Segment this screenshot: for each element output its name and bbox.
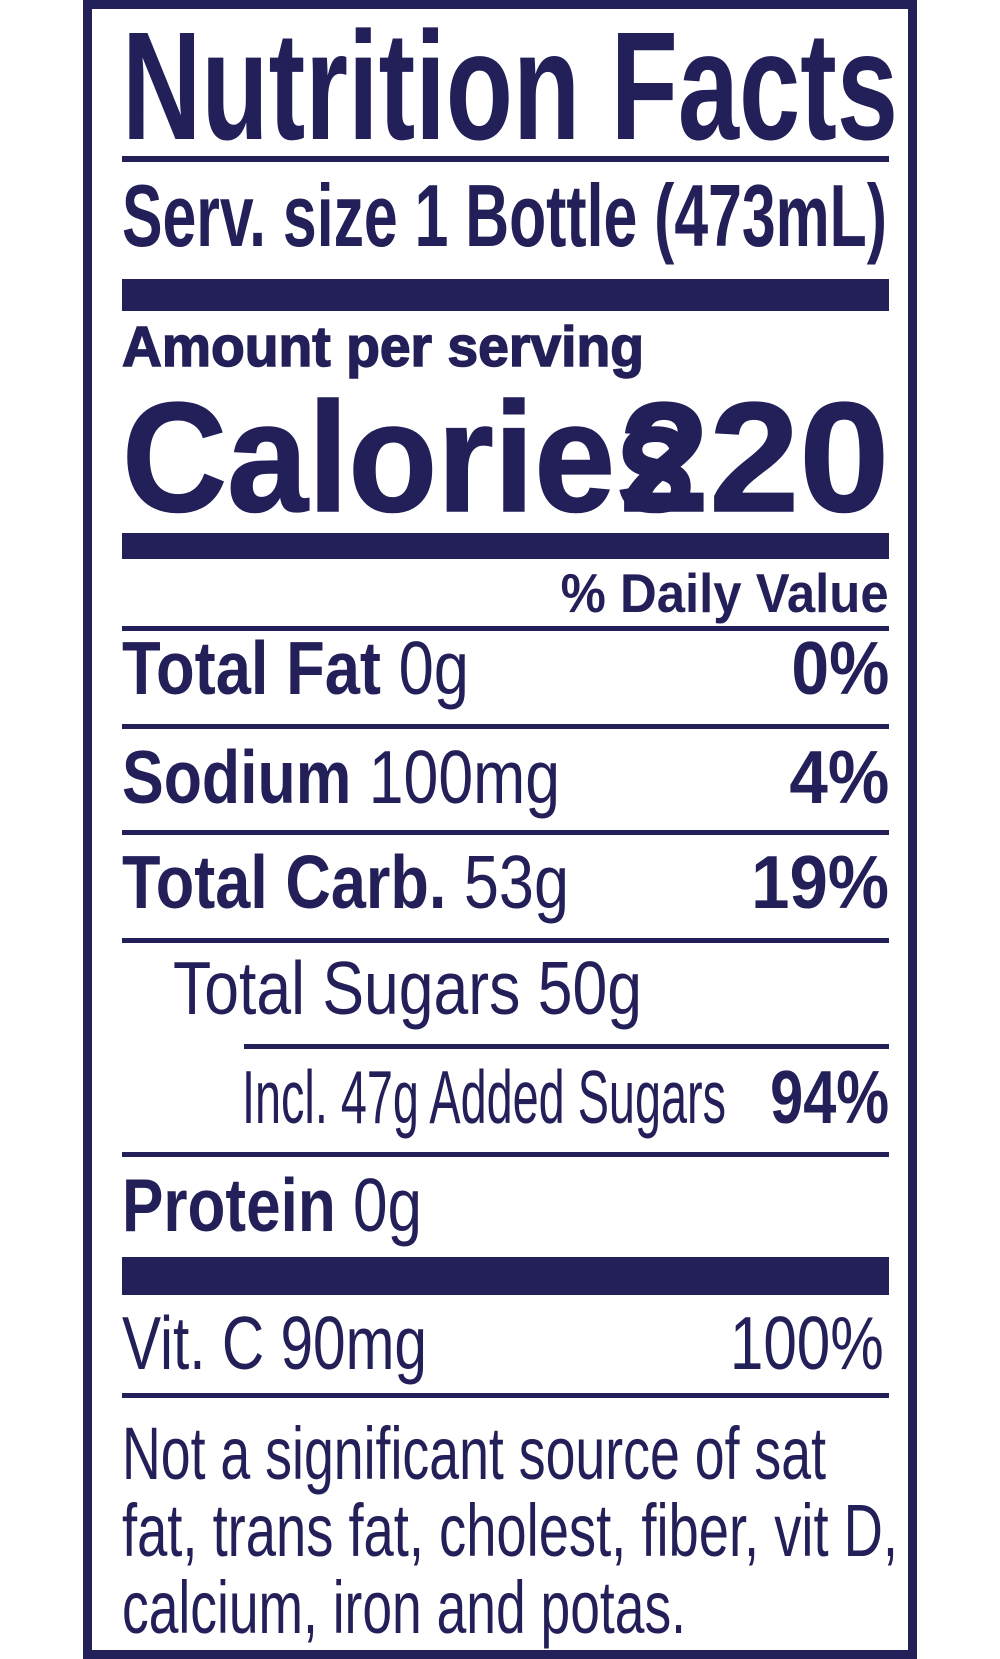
divider xyxy=(122,626,889,631)
divider xyxy=(122,938,889,943)
footnote-line: Not a significant source of sat xyxy=(122,1412,826,1495)
thick-divider xyxy=(122,533,889,559)
nutrient-total-carb: Total Carb. 53g xyxy=(122,840,569,924)
thick-divider xyxy=(122,279,889,311)
divider xyxy=(244,1044,889,1049)
dv-total-carb: 19% xyxy=(751,840,889,924)
footnote-line: calcium, iron and potas. xyxy=(122,1566,686,1649)
divider xyxy=(122,156,889,162)
dv-vitamin-c: 100% xyxy=(730,1301,884,1385)
footnote-line: fat, trans fat, cholest, fiber, vit D, xyxy=(122,1489,898,1572)
divider xyxy=(122,830,889,835)
divider xyxy=(122,1393,889,1398)
nutrition-facts-label: Nutrition Facts Serv. size 1 Bottle (473… xyxy=(83,0,917,1659)
nutrient-protein: Protein 0g xyxy=(122,1163,422,1247)
daily-value-header: % Daily Value xyxy=(561,562,889,624)
nutrient-total-fat: Total Fat 0g xyxy=(122,626,469,710)
nutrient-added-sugars: Incl. 47g Added Sugars xyxy=(242,1055,726,1139)
dv-added-sugars: 94% xyxy=(770,1055,889,1139)
divider xyxy=(122,724,889,729)
vitamin-c: Vit. C 90mg xyxy=(122,1301,427,1385)
nutrient-sodium: Sodium 100mg xyxy=(122,735,560,819)
dv-total-fat: 0% xyxy=(791,626,889,710)
dv-sodium: 4% xyxy=(789,735,889,819)
title: Nutrition Facts xyxy=(122,0,898,172)
calories-label: Calories xyxy=(121,371,696,545)
amount-per-serving: Amount per serving xyxy=(121,315,644,379)
serving-size: Serv. size 1 Bottle (473mL) xyxy=(122,166,887,265)
thick-divider xyxy=(122,1257,889,1295)
divider xyxy=(122,1152,889,1157)
nutrient-total-sugars: Total Sugars 50g xyxy=(173,946,642,1030)
calories-value: 220 xyxy=(618,371,890,545)
